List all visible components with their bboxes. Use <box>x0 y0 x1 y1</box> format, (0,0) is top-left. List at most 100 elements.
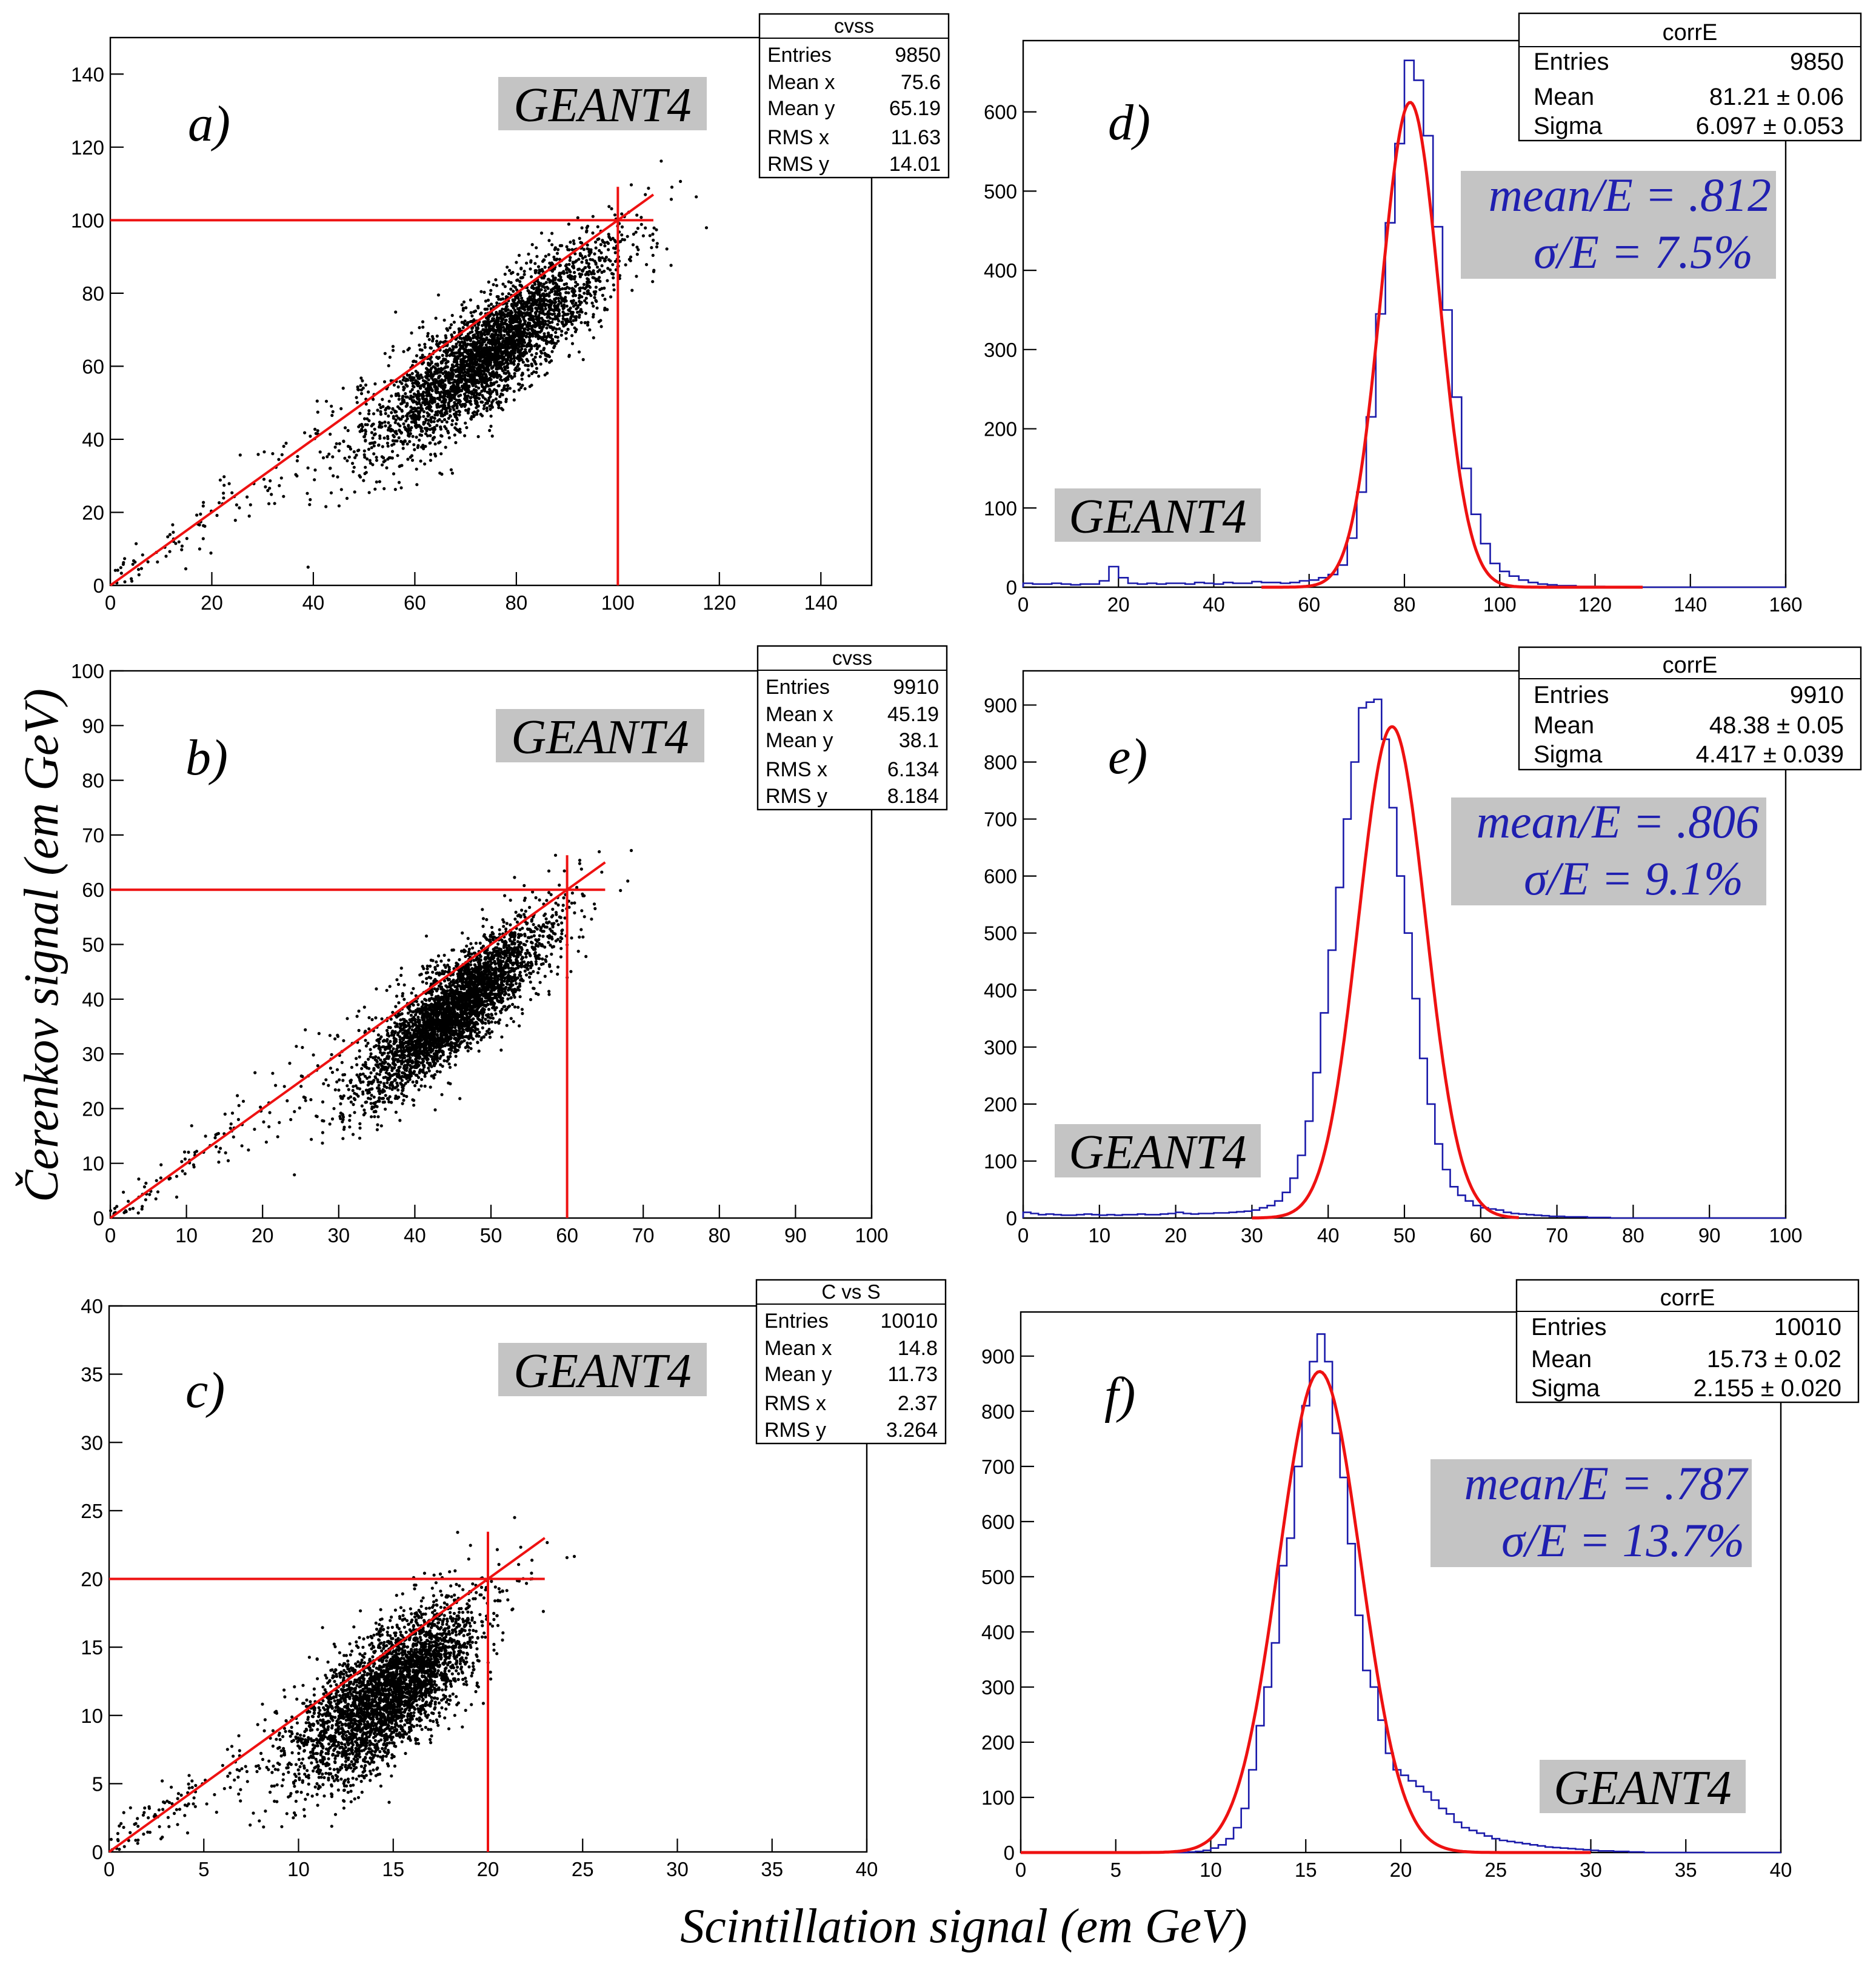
scatter-point <box>364 1044 369 1048</box>
scatter-point <box>422 421 426 424</box>
scatter-point <box>559 333 563 337</box>
scatter-point <box>526 308 530 311</box>
scatter-point <box>544 289 547 293</box>
scatter-point <box>463 434 467 438</box>
scatter-point <box>500 388 504 392</box>
scatter-point <box>547 253 551 256</box>
scatter-point <box>526 364 529 367</box>
scatter-point <box>486 332 490 336</box>
scatter-point <box>579 286 582 290</box>
scatter-point <box>218 478 222 482</box>
scatter-point <box>452 393 455 397</box>
scatter-point <box>362 1005 366 1009</box>
scatter-point <box>373 487 377 491</box>
scatter-point <box>695 195 698 199</box>
scatter-point <box>409 428 412 432</box>
scatter-point <box>544 335 547 339</box>
scatter-point <box>560 298 564 301</box>
scatter-point <box>305 491 309 495</box>
y-tick-label: 140 <box>71 63 104 85</box>
scatter-point <box>498 330 501 334</box>
scatter-point <box>498 395 502 399</box>
scatter-point <box>427 404 431 408</box>
scatter-point <box>550 231 554 235</box>
scatter-point <box>409 1013 413 1017</box>
scatter-point <box>423 345 427 349</box>
scatter-point <box>458 398 461 402</box>
scatter-point <box>489 288 493 292</box>
scatter-point <box>296 454 299 458</box>
y-tick-label: 0 <box>93 574 104 597</box>
scatter-point <box>435 412 439 416</box>
scatter-point <box>567 308 570 312</box>
equality-diagonal <box>109 193 655 587</box>
scatter-point <box>599 243 603 247</box>
scatter-point <box>394 418 398 422</box>
scatter-point <box>472 415 475 419</box>
scatter-point <box>543 265 547 269</box>
scatter-point <box>576 268 580 271</box>
scatter-point <box>410 331 413 335</box>
scatter-point <box>472 340 475 344</box>
scatter-point <box>567 222 571 226</box>
scatter-point <box>411 434 415 438</box>
scatter-point <box>580 909 584 913</box>
scatter-point <box>447 379 450 382</box>
scatter-point <box>493 355 497 358</box>
scatter-point <box>449 323 453 327</box>
scatter-point <box>469 348 473 352</box>
scatter-point <box>422 385 426 388</box>
scatter-point <box>520 324 524 328</box>
scatter-point <box>461 384 464 388</box>
x-tick-label: 50 <box>480 1224 502 1247</box>
scatter-point <box>626 235 629 238</box>
scatter-point <box>670 185 674 189</box>
scatter-point <box>655 242 659 245</box>
scatter-point <box>336 475 339 479</box>
scatter-point <box>467 399 471 404</box>
scatter-point <box>541 285 544 288</box>
scatter-point <box>502 339 507 343</box>
scatter-point <box>573 901 576 905</box>
scatter-point <box>335 1068 339 1071</box>
scatter-point <box>362 453 366 457</box>
scatter-point <box>378 434 382 438</box>
scatter-point <box>487 1008 491 1011</box>
scatter-point <box>415 415 419 418</box>
scatter-point <box>518 292 522 296</box>
scatter-point <box>410 420 413 424</box>
scatter-point <box>373 441 377 444</box>
scatter-point <box>570 334 574 338</box>
y-tick-label: 70 <box>82 824 104 847</box>
scatter-point <box>230 491 234 494</box>
scatter-point <box>506 384 509 387</box>
scatter-point <box>536 290 540 293</box>
scatter-point <box>470 368 473 372</box>
scatter-point <box>476 372 480 376</box>
scatter-point <box>433 396 436 400</box>
scatter-point <box>518 336 521 339</box>
scatter-point <box>594 279 598 282</box>
scatter-point <box>433 442 437 446</box>
scatter-point <box>357 1028 361 1033</box>
scatter-point <box>535 370 538 375</box>
scatter-point <box>567 287 572 290</box>
scatter-point <box>573 277 576 281</box>
scatter-point <box>469 402 473 406</box>
scatter-point <box>201 504 205 508</box>
scatter-point <box>575 328 578 331</box>
scatter-point <box>595 306 599 310</box>
scatter-point <box>506 362 510 365</box>
scatter-point <box>518 367 521 371</box>
scatter-point <box>552 309 556 313</box>
scatter-point <box>185 537 189 541</box>
scatter-point <box>375 459 379 462</box>
scatter-point <box>384 1071 388 1074</box>
scatter-point <box>538 355 542 359</box>
scatter-point <box>585 261 589 265</box>
scatter-point <box>556 322 559 326</box>
scatter-point <box>507 292 511 296</box>
scatter-point <box>436 362 439 366</box>
scatter-point <box>537 304 541 307</box>
scatter-point <box>357 425 361 428</box>
